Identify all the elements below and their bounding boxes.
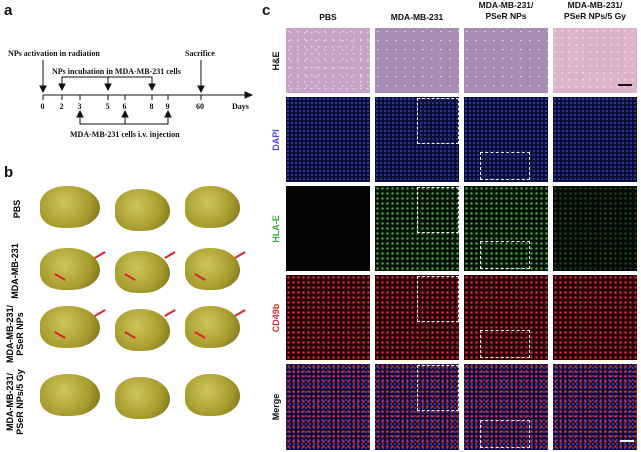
lung-specimen [40,374,100,416]
inset-box [417,365,459,411]
inset-box [417,276,459,322]
timeline-day-label: 6 [123,102,127,111]
lung-specimen [115,377,170,419]
inset-box [417,98,459,144]
timeline-injection: MDA-MB-231 cells i.v. injection [70,130,180,139]
region-box [480,241,530,269]
timeline-incubation: NPs incubation in MDA-MB-231 cells [52,67,181,76]
panel-c-column-header: MDA-MB-231/ PSeR NPs/5 Gy [564,0,626,21]
panel-label-b: b [4,164,14,181]
region-box [480,420,530,448]
arrow-icon [234,309,246,317]
micrograph-dapi-0 [286,97,370,182]
micrograph-hlae-0 [286,186,370,271]
panel-c-row-label: Merge [271,393,281,421]
micrograph-he-3 [553,28,637,93]
panel-c-row-label: HLA-E [271,214,281,243]
timeline-day-label: 0 [41,102,45,111]
panel-c-column-header: MDA-MB-231 [390,12,444,22]
micrograph-hlae-2 [464,186,548,271]
panel-b-row-label: MDA-MB-231/ PSeR NPs/5 Gy [5,369,25,435]
panel-c-column-header: PBS [319,12,337,22]
lung-specimen [115,309,170,351]
panel-c-row-label: DAPI [271,128,281,151]
micrograph-dapi-2 [464,97,548,182]
arrow-icon [164,251,176,259]
micrograph-he-2 [464,28,548,93]
micrograph-merge-0 [286,364,370,450]
micrograph-he-1 [375,28,459,93]
timeline-day-label: 8 [150,102,154,111]
inset-box [417,187,459,233]
arrow-icon [94,309,106,317]
timeline-sacrifice: Sacrifice [185,49,215,58]
scale-bar [618,84,632,86]
lung-specimen [115,251,170,293]
timeline-day-label: 2 [60,102,64,111]
micrograph-merge-2 [464,364,548,450]
lung-specimen [40,186,100,228]
lung-specimen [185,186,240,228]
lung-specimen [185,306,240,348]
micrograph-cd49b-3 [553,275,637,360]
micrograph-hlae-3 [553,186,637,271]
lung-specimen [185,248,240,290]
timeline-activation: NPs activation in radiation [8,49,100,58]
lung-specimen [40,248,100,290]
arrow-icon [94,251,106,259]
panel-c-row-label: CD49b [271,303,281,332]
scale-bar [620,440,634,442]
micrograph-cd49b-2 [464,275,548,360]
panel-c-column-header: MDA-MB-231/ PSeR NPs [478,0,534,21]
region-box [480,152,530,180]
micrograph-he-0 [286,28,370,93]
lung-specimen [40,306,100,348]
timeline-day-label: 9 [166,102,170,111]
panel-c-row-label: H&E [271,51,281,71]
arrow-icon [164,309,176,317]
timeline-unit: Days [232,102,249,111]
arrow-icon [234,251,246,259]
panel-label-a: a [4,2,13,19]
lung-specimen [115,189,170,231]
timeline-diagram: 0 2 3 5 6 8 9 60 Days NPs activation in radiati… [8,49,254,139]
micrograph-dapi-3 [553,97,637,182]
timeline-day-label: 3 [78,102,82,111]
lung-specimen [185,374,240,416]
panel-label-c: c [262,2,271,19]
region-box [480,330,530,358]
micrograph-merge-3 [553,364,637,450]
timeline-day-label: 5 [106,102,110,111]
timeline-day-label: 60 [196,102,204,111]
micrograph-cd49b-0 [286,275,370,360]
